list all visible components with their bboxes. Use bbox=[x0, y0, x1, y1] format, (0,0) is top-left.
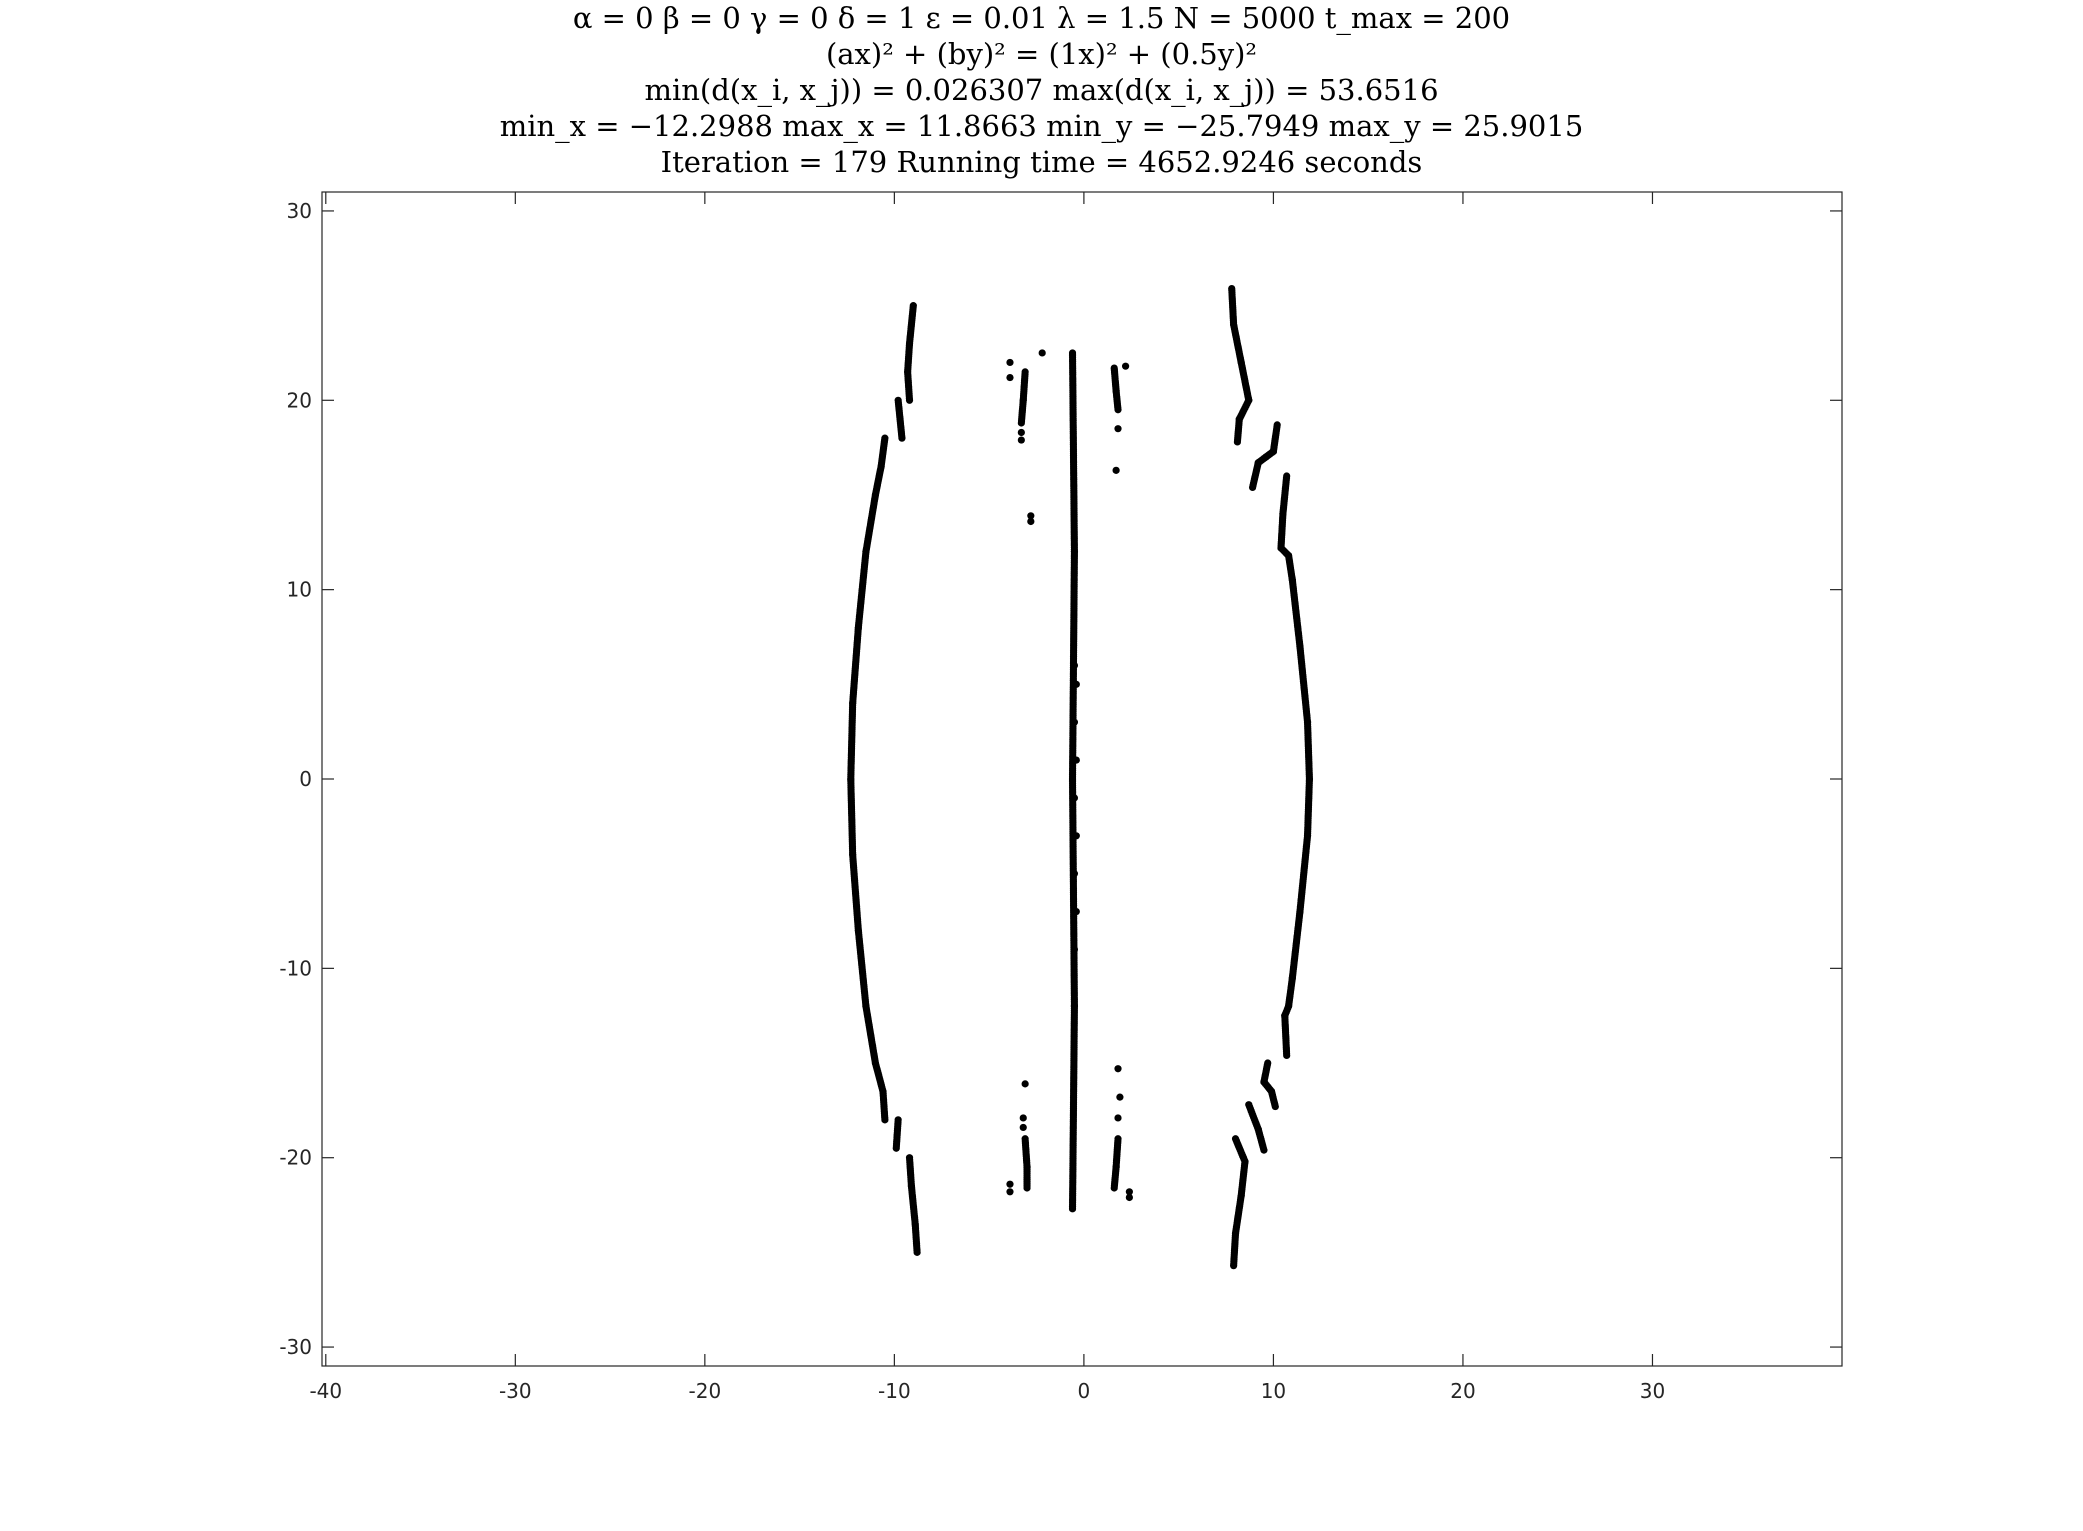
data-point bbox=[1112, 466, 1120, 474]
data-point bbox=[1070, 718, 1079, 726]
chart-title: α = 0 β = 0 γ = 0 δ = 1 ε = 0.01 λ = 1.5… bbox=[0, 0, 2083, 180]
data-point bbox=[1017, 419, 1025, 427]
title-line-4: min_x = −12.2988 max_x = 11.8663 min_y =… bbox=[499, 109, 1584, 143]
data-point bbox=[1072, 680, 1080, 688]
y-tick-label: -10 bbox=[279, 956, 312, 980]
data-point bbox=[1027, 512, 1035, 520]
segment-inner-left-top bbox=[1017, 368, 1029, 427]
segment-center-line bbox=[1068, 349, 1079, 1213]
y-tick-label: 20 bbox=[287, 388, 312, 412]
data-point bbox=[1070, 794, 1079, 802]
data-point bbox=[913, 1248, 921, 1256]
segment-right-arc bbox=[1228, 284, 1253, 446]
segment-right-arc-4 bbox=[1260, 1059, 1279, 1111]
data-point bbox=[1273, 421, 1281, 429]
y-tick-label: 0 bbox=[299, 767, 312, 791]
data-point bbox=[1125, 1193, 1133, 1202]
data-point bbox=[1070, 661, 1079, 669]
data-point bbox=[1116, 1093, 1124, 1101]
data-point bbox=[1114, 406, 1122, 414]
y-tick-label: -30 bbox=[279, 1335, 312, 1359]
data-point bbox=[1023, 1184, 1031, 1192]
data-point bbox=[1006, 358, 1014, 367]
data-point bbox=[1019, 1123, 1027, 1132]
segment-left-arc bbox=[904, 302, 917, 404]
segment-left-arc-4 bbox=[892, 1116, 902, 1152]
segment-right-arc-2 bbox=[1248, 421, 1281, 491]
data-point bbox=[1114, 1065, 1122, 1073]
data-point bbox=[1072, 832, 1080, 840]
data-point bbox=[1125, 1188, 1133, 1196]
data-point bbox=[1021, 1080, 1029, 1088]
segment-right-arc-6 bbox=[1230, 1135, 1249, 1270]
data-point bbox=[1264, 1059, 1272, 1067]
x-tick-label: -30 bbox=[499, 1379, 532, 1403]
axes-box bbox=[321, 191, 1843, 1367]
data-points bbox=[847, 284, 1314, 1270]
x-tick-label: 30 bbox=[1640, 1379, 1665, 1403]
data-point bbox=[1121, 362, 1130, 370]
segment-right-arc-3 bbox=[1277, 472, 1314, 1060]
segment-inner-left-bottom bbox=[1021, 1135, 1031, 1192]
title-line-3: min(d(x_i, x_j)) = 0.026307 max(d(x_i, x… bbox=[644, 73, 1439, 107]
y-tick-label: -20 bbox=[279, 1146, 312, 1170]
data-point bbox=[1114, 425, 1122, 433]
segment-left-arc-2 bbox=[894, 396, 906, 442]
data-point bbox=[1027, 517, 1035, 526]
data-point bbox=[881, 1116, 889, 1124]
x-tick-label: -10 bbox=[878, 1379, 911, 1403]
tick-labels: -40 -30 -20 -10 0 10 20 30 -30 -20 -10 0 10 20 30 bbox=[279, 199, 1665, 1403]
title-line-5: Iteration = 179 Running time = 4652.9246… bbox=[660, 145, 1423, 179]
data-point bbox=[1070, 870, 1079, 878]
data-point bbox=[1245, 1101, 1253, 1109]
data-point bbox=[905, 396, 914, 404]
y-tick-label: 30 bbox=[287, 199, 312, 223]
y-tick-label: 10 bbox=[287, 578, 312, 602]
segment-left-arc-5 bbox=[905, 1154, 921, 1256]
data-point bbox=[898, 434, 906, 442]
tick-marks bbox=[322, 192, 1842, 1366]
data-point bbox=[1114, 1114, 1122, 1122]
data-point bbox=[1019, 1114, 1027, 1122]
segment-inner-right-bottom bbox=[1110, 1135, 1122, 1192]
data-point bbox=[1038, 349, 1046, 357]
segment-right-arc-5 bbox=[1245, 1101, 1268, 1154]
data-point bbox=[1006, 1180, 1014, 1188]
data-point bbox=[1110, 1184, 1118, 1192]
data-point bbox=[1068, 1205, 1077, 1213]
data-point bbox=[892, 1144, 900, 1152]
data-point bbox=[1006, 1188, 1014, 1196]
segment-left-arc-3 bbox=[847, 434, 889, 1124]
data-point bbox=[1233, 438, 1242, 446]
data-point bbox=[1072, 907, 1080, 916]
data-point bbox=[1070, 945, 1079, 954]
data-point bbox=[1231, 1135, 1240, 1143]
data-point bbox=[1283, 1051, 1291, 1060]
x-tick-label: -20 bbox=[689, 1379, 722, 1403]
data-point bbox=[1017, 436, 1025, 444]
title-line-2: (ax)² + (by)² = (1x)² + (0.5y)² bbox=[825, 37, 1258, 71]
x-tick-label: 10 bbox=[1261, 1379, 1286, 1403]
data-point bbox=[1072, 756, 1080, 764]
x-tick-label: 0 bbox=[1078, 1379, 1091, 1403]
x-tick-label: 20 bbox=[1450, 1379, 1475, 1403]
x-tick-label: -40 bbox=[309, 1379, 342, 1403]
data-point bbox=[1006, 373, 1014, 382]
data-point bbox=[1017, 428, 1025, 437]
segment-inner-right-top bbox=[1110, 364, 1122, 414]
title-line-1: α = 0 β = 0 γ = 0 δ = 1 ε = 0.01 λ = 1.5… bbox=[572, 1, 1511, 35]
